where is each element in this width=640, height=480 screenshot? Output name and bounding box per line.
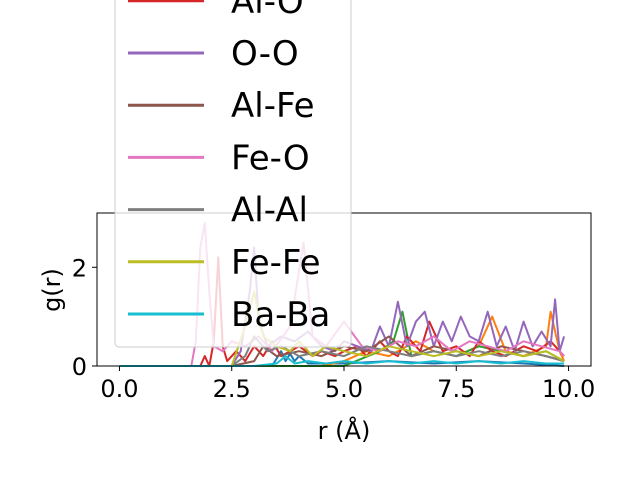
x-tick-label: 0.0 — [100, 375, 138, 403]
series-line-al-fe — [119, 335, 565, 367]
x-tick-label: 5.0 — [325, 375, 363, 403]
series-line-ba-ba — [119, 355, 565, 367]
legend: Ba-OBa-FeBa-AlAl-OO-OAl-FeFe-OAl-AlFe-Fe… — [114, 0, 352, 348]
y-tick-label: 2 — [72, 254, 87, 282]
ticks-layer: 0.0 2.5 5.0 7.5 10.0 0 2 — [72, 254, 596, 403]
legend-label-al-o: Al-O — [231, 0, 304, 22]
legend-label-o-o: O-O — [231, 34, 299, 74]
legend-label-al-fe: Al-Fe — [231, 86, 315, 126]
y-axis-label: g(r) — [38, 268, 66, 312]
legend-label-fe-fe: Fe-Fe — [231, 243, 321, 283]
legend-box — [114, 0, 352, 348]
legend-label-al-al: Al-Al — [231, 191, 308, 231]
x-tick-label: 10.0 — [542, 375, 595, 403]
legend-label-ba-ba: Ba-Ba — [231, 295, 330, 335]
x-tick-label: 7.5 — [437, 375, 475, 403]
x-axis-label: r (Å) — [318, 416, 371, 445]
y-tick-label: 0 — [72, 353, 87, 381]
x-tick-label: 2.5 — [213, 375, 251, 403]
legend-label-fe-o: Fe-O — [231, 138, 310, 178]
